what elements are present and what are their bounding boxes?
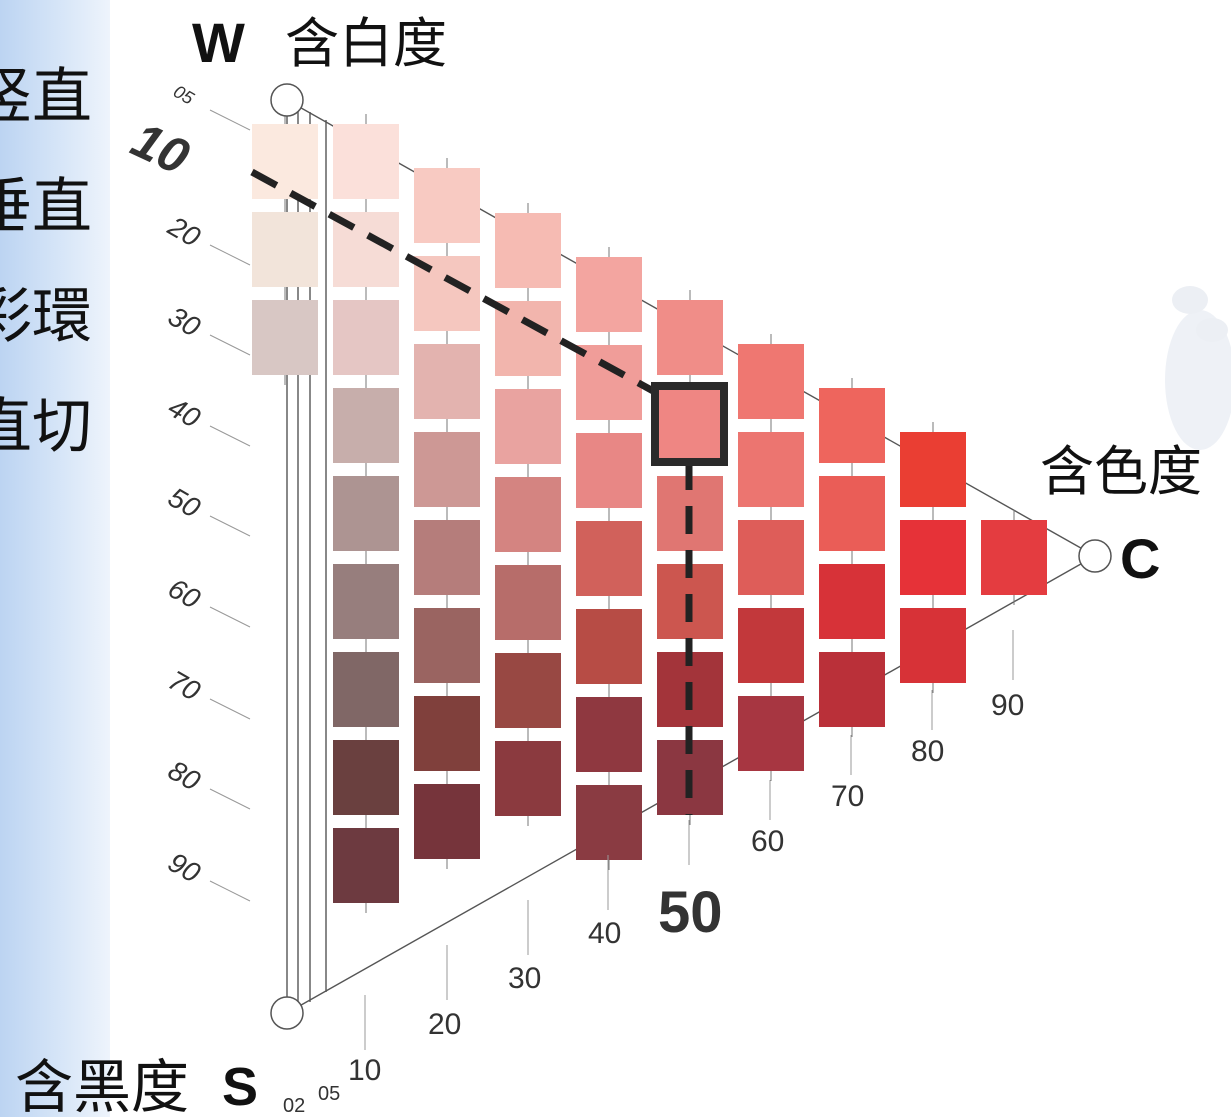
color-swatch	[495, 389, 561, 464]
color-swatch	[819, 388, 885, 463]
color-swatch	[576, 697, 642, 772]
bottom-tick-30: 30	[508, 962, 541, 995]
color-swatch	[414, 432, 480, 507]
color-swatch	[495, 653, 561, 728]
side-panel: 竖直 垂直 彩環 直切	[0, 0, 110, 1117]
color-swatch	[738, 432, 804, 507]
left-tick-50: 50	[163, 481, 206, 524]
color-swatch	[333, 652, 399, 727]
color-swatch	[252, 212, 318, 287]
bottom-tick-90: 90	[991, 689, 1024, 722]
left-tick-60: 60	[163, 572, 206, 615]
color-swatch	[576, 785, 642, 860]
bottom-tick-50: 50	[658, 880, 723, 945]
color-swatch	[414, 608, 480, 683]
color-swatch	[414, 520, 480, 595]
color-swatch	[738, 608, 804, 683]
color-swatch	[414, 696, 480, 771]
color-swatch	[414, 784, 480, 859]
color-swatch	[576, 521, 642, 596]
left-tick-70: 70	[163, 664, 206, 707]
s-label: 含黑度	[15, 1053, 189, 1117]
color-swatch	[576, 257, 642, 332]
whiteness-dashed-line	[250, 168, 657, 396]
swatch-grid	[252, 124, 1047, 903]
bottom-tick-05: 05	[318, 1083, 340, 1105]
color-swatch	[738, 696, 804, 771]
w-letter: W	[192, 11, 245, 74]
color-swatch	[819, 476, 885, 551]
color-swatch	[333, 564, 399, 639]
color-swatch	[333, 124, 399, 199]
left-tick-10: 10	[123, 111, 197, 185]
bottom-tick-marks	[364, 630, 1014, 1050]
side-label-2: 垂直	[0, 172, 92, 242]
color-swatch	[900, 608, 966, 683]
left-tick-05: 05	[170, 81, 198, 109]
left-tick-20: 20	[162, 210, 206, 253]
color-swatch	[495, 213, 561, 288]
color-swatch	[657, 388, 723, 463]
color-swatch	[738, 520, 804, 595]
bottom-tick-02: 02	[283, 1095, 305, 1117]
left-tick-90: 90	[163, 846, 206, 889]
side-label-1: 竖直	[0, 62, 92, 132]
side-label-3: 彩環	[0, 282, 92, 352]
color-swatch	[981, 520, 1047, 595]
bottom-tick-10: 10	[348, 1054, 381, 1087]
left-tick-80: 80	[163, 754, 206, 797]
color-swatch	[414, 168, 480, 243]
color-swatch	[495, 565, 561, 640]
color-swatch	[657, 300, 723, 375]
highlight-guides	[250, 168, 728, 815]
color-swatch	[819, 564, 885, 639]
color-swatch	[333, 828, 399, 903]
left-tick-40: 40	[163, 391, 206, 434]
s-letter: S	[222, 1057, 258, 1117]
color-swatch	[576, 433, 642, 508]
bottom-tick-60: 60	[751, 825, 784, 858]
color-swatch	[333, 740, 399, 815]
color-swatch	[252, 124, 318, 199]
bottom-axis-ticks: 02 05 10 20 30 40 50 60 70 80 90	[283, 689, 1024, 1117]
color-swatch	[576, 345, 642, 420]
background-decoration	[1165, 286, 1231, 450]
white-corner-circle	[270, 83, 304, 117]
color-swatch	[495, 741, 561, 816]
bottom-tick-20: 20	[428, 1008, 461, 1041]
color-swatch	[252, 300, 318, 375]
c-label: 含色度	[1040, 440, 1202, 503]
black-corner-circle	[270, 996, 304, 1030]
left-tick-30: 30	[163, 300, 206, 343]
bottom-tick-40: 40	[588, 917, 621, 950]
left-tick-marks	[209, 109, 251, 902]
left-axis-ticks: 05 10 20 30 40 50 60 70 80 90	[123, 81, 205, 889]
color-swatch	[414, 344, 480, 419]
w-label: 含白度	[285, 12, 447, 75]
color-swatch	[576, 609, 642, 684]
color-swatch	[738, 344, 804, 419]
c-letter: C	[1120, 527, 1160, 590]
bottom-tick-70: 70	[831, 780, 864, 813]
color-swatch	[819, 652, 885, 727]
color-swatch	[495, 477, 561, 552]
chroma-corner-circle	[1078, 539, 1112, 573]
color-swatch	[333, 476, 399, 551]
color-swatch	[900, 520, 966, 595]
color-swatch	[900, 432, 966, 507]
color-swatch	[333, 300, 399, 375]
highlight-square	[651, 382, 728, 466]
color-swatch	[333, 388, 399, 463]
bottom-tick-80: 80	[911, 735, 944, 768]
side-label-4: 直切	[0, 392, 92, 462]
